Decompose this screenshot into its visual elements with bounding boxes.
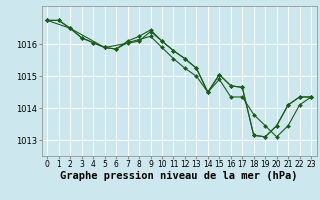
X-axis label: Graphe pression niveau de la mer (hPa): Graphe pression niveau de la mer (hPa) [60,171,298,181]
